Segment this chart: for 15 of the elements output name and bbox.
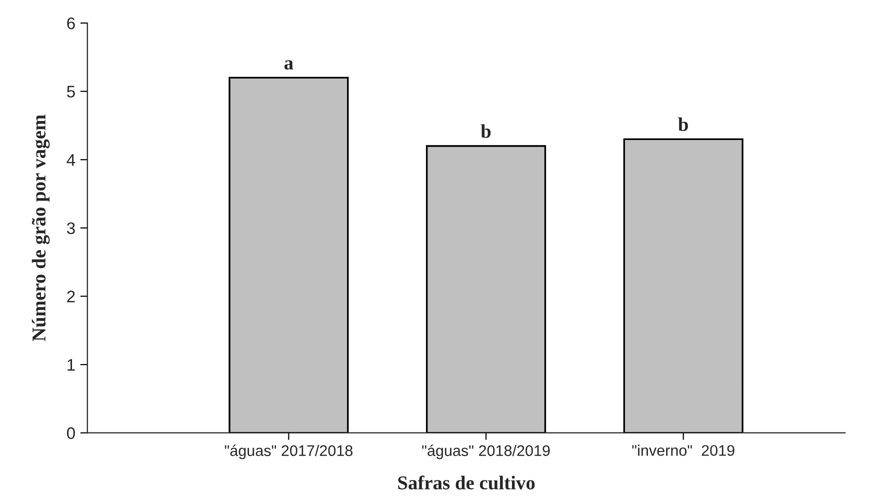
x-tick-label: "inverno" 2019 (632, 444, 734, 456)
x-tick-label: "águas" 2017/2018 (224, 444, 352, 460)
x-axis-title: Safras de cultivo (398, 476, 535, 490)
y-tick-label: 3 (66, 222, 75, 234)
y-tick-label: 1 (68, 359, 75, 371)
annotation: b (480, 124, 491, 138)
y-tick-label: 0 (66, 427, 75, 440)
annotation: a (284, 60, 294, 70)
x-tick-label: "águas" 2018/2019 (422, 444, 550, 460)
y-tick-label: 5 (66, 86, 75, 98)
y-axis-title: Número de grão por vagem (32, 114, 50, 342)
y-tick-label: 4 (66, 154, 76, 166)
annotation: b (678, 117, 688, 132)
y-tick-label: 2 (67, 290, 75, 302)
y-tick-label: 6 (67, 17, 75, 30)
